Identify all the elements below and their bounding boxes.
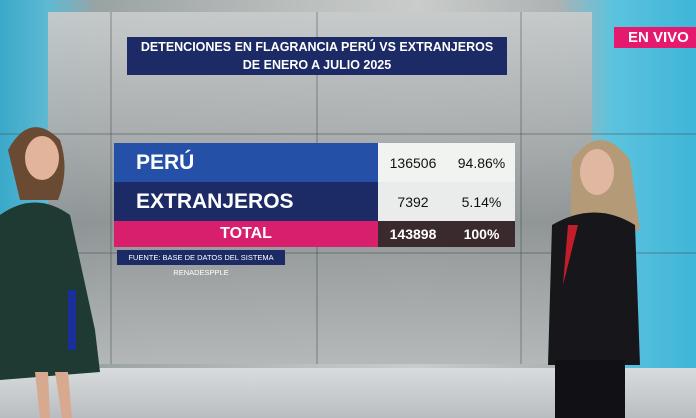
row-label: EXTRANJEROS bbox=[114, 182, 378, 221]
seam bbox=[110, 12, 112, 364]
graphic-title: DETENCIONES EN FLAGRANCIA PERÚ VS EXTRAN… bbox=[127, 37, 507, 75]
cell: 143898 bbox=[378, 221, 448, 247]
row-label: PERÚ bbox=[114, 143, 378, 182]
seam bbox=[0, 252, 696, 254]
title-line: DETENCIONES EN FLAGRANCIA PERÚ VS EXTRAN… bbox=[140, 40, 494, 54]
source-note: FUENTE: BASE DE DATOS DEL SISTEMA RENADE… bbox=[117, 250, 285, 277]
presenter-left bbox=[0, 127, 100, 418]
cell: 7392 bbox=[378, 182, 448, 221]
cell: 94.86% bbox=[448, 143, 515, 182]
presenter-right bbox=[548, 140, 640, 418]
seam bbox=[0, 133, 696, 135]
live-badge: EN VIVO bbox=[614, 27, 696, 48]
seam bbox=[520, 12, 522, 364]
row-label: TOTAL bbox=[114, 221, 378, 247]
cell: 100% bbox=[448, 221, 515, 247]
cell: 136506 bbox=[378, 143, 448, 182]
cell: 5.14% bbox=[448, 182, 515, 221]
title-line: DE ENERO A JULIO 2025 bbox=[242, 58, 392, 72]
